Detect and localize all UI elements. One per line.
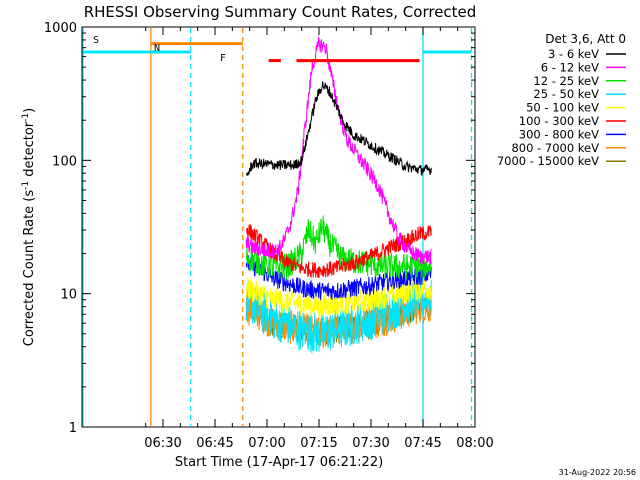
x-tick-label: 06:30 [144,436,181,451]
x-tick-labels: 06:30 06:45 07:00 07:15 07:30 07:45 08:0… [144,436,493,451]
plot-frame [81,26,476,428]
timestamp: 31-Aug-2022 20:56 [559,468,636,477]
flag-bars [82,42,472,63]
y-tick-labels: 1 10 100 1000 [44,21,77,436]
series-line [245,35,432,265]
legend-label: 7000 - 15000 keV [497,154,599,168]
series-line [246,81,432,177]
y-axis-label-end: ) [22,108,37,113]
legend-label: 300 - 800 keV [519,127,599,141]
y-axis-label-sup2: -1 [21,113,31,122]
y-axis-label-mid: detector [22,121,37,181]
plot-area: S N F [81,26,476,428]
y-axis-label-sup1: -1 [21,181,31,190]
flag-lines [82,28,473,426]
x-tick-label: 08:00 [456,436,493,451]
x-tick-label: 07:15 [300,436,337,451]
legend-label: 800 - 7000 keV [511,141,599,155]
y-tick-label: 1000 [44,21,77,36]
series-line [245,224,432,279]
annotation-n: N [154,43,160,54]
y-tick-label: 10 [60,288,77,303]
legend-label: 6 - 12 keV [541,60,599,74]
legend-label: 100 - 300 keV [519,114,599,128]
annotation-labels: S N F [93,35,226,64]
x-tick-label: 06:45 [196,436,233,451]
y-axis-label: Corrected Count Rate (s-1 detector-1) [21,108,37,346]
annotation-s: S [93,35,99,46]
x-axis-label: Start Time (17-Apr-17 06:21:22) [175,455,383,470]
chart-title: RHESSI Observing Summary Count Rates, Co… [84,3,477,21]
y-tick-label: 100 [52,154,77,169]
legend-label: 25 - 50 keV [533,87,599,101]
series-line [245,277,432,319]
y-axis-label-main: Corrected Count Rate (s [22,190,37,347]
legend-label: 12 - 25 keV [533,74,599,88]
x-tick-label: 07:00 [248,436,285,451]
series-lines [245,35,432,354]
axis-ticks [82,26,476,428]
annotation-f: F [220,53,226,64]
legend-label: 50 - 100 keV [526,101,599,115]
x-tick-label: 07:45 [404,436,441,451]
legend-header: Det 3,6, Att 0 [545,32,626,46]
x-tick-label: 07:30 [352,436,389,451]
legend-label: 3 - 6 keV [548,47,599,61]
y-tick-label: 1 [69,421,77,436]
